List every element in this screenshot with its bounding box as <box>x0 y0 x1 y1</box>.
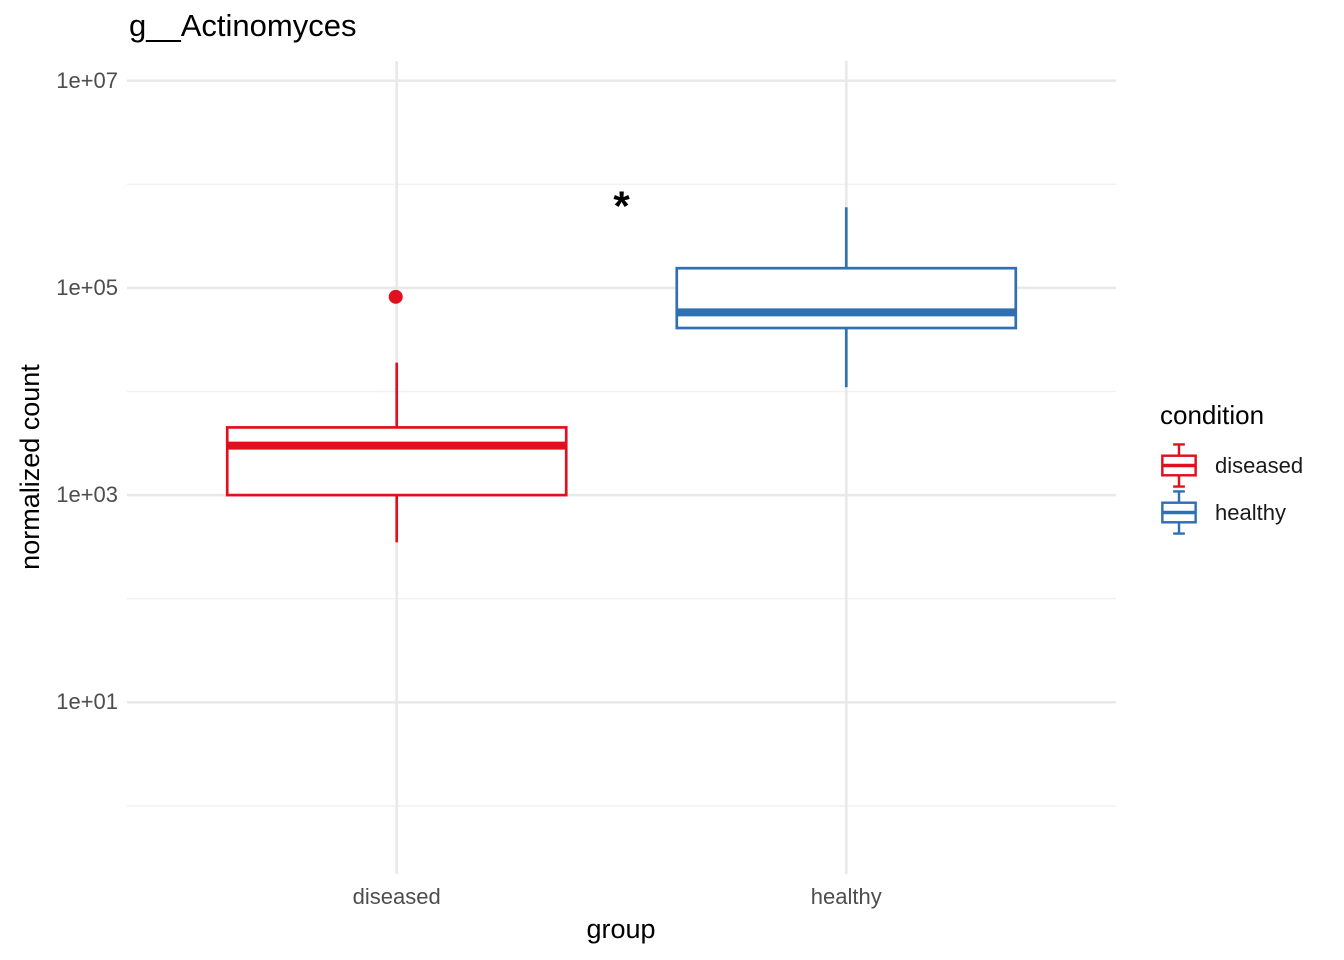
outlier-point-diseased <box>388 289 403 304</box>
x-tick-label: healthy <box>810 884 882 909</box>
boxplot-key-icon <box>1161 490 1197 535</box>
legend-item-healthy: healthy <box>1160 489 1303 536</box>
y-tick-label: 1e+07 <box>56 67 118 93</box>
plot-title: g__Actinomyces <box>129 8 357 43</box>
legend-items: diseased healthy <box>1160 442 1303 536</box>
boxplot-key-icon <box>1161 443 1197 488</box>
x-tick-label: diseased <box>352 884 441 909</box>
legend-title: condition <box>1160 400 1265 430</box>
legend: condition diseased healthy <box>1160 400 1303 536</box>
significance-asterisk: * <box>613 182 630 229</box>
legend-item-diseased: diseased <box>1160 442 1303 489</box>
y-tick-label: 1e+03 <box>56 482 118 508</box>
legend-item-label: diseased <box>1215 452 1304 478</box>
box-diseased <box>225 426 568 497</box>
x-axis-title: group <box>586 914 656 944</box>
y-tick-label: 1e+05 <box>56 274 118 300</box>
y-tick-label: 1e+01 <box>56 689 118 715</box>
box-healthy <box>675 266 1018 330</box>
legend-item-label: healthy <box>1215 499 1286 525</box>
y-axis-title: normalized count <box>15 364 45 570</box>
